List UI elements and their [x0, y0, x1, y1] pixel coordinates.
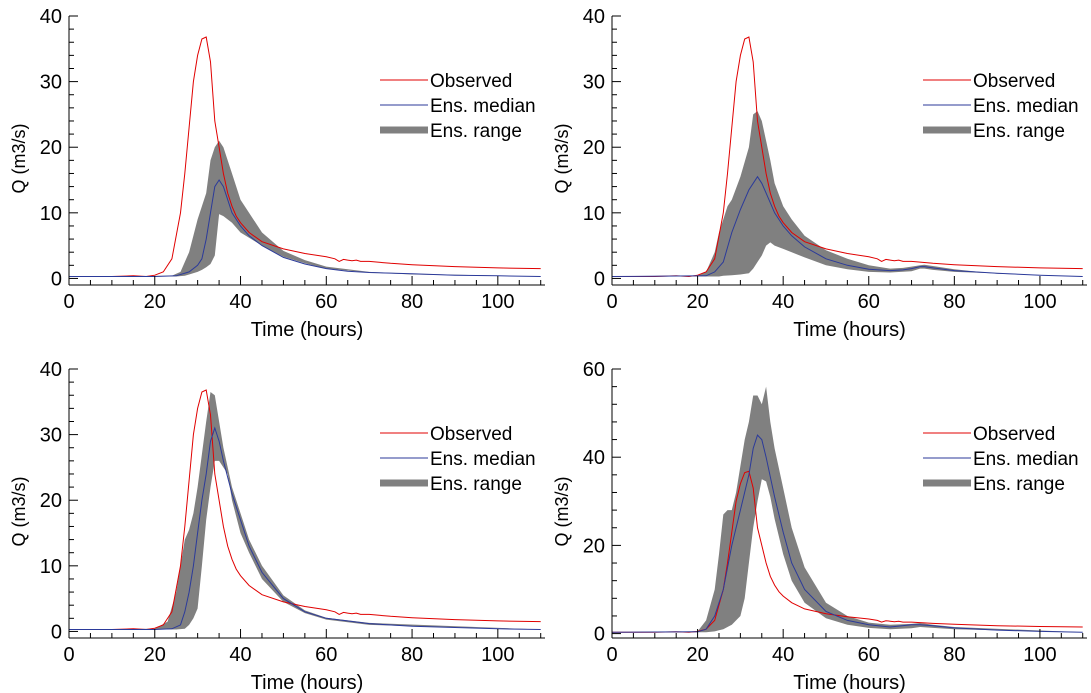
y-tick-label: 40 [40, 359, 62, 381]
y-tick-label: 40 [583, 6, 605, 28]
y-tick-label: 0 [51, 268, 62, 290]
legend-range-label: Ens. range [973, 121, 1065, 142]
legend-observed-label: Observed [973, 71, 1055, 92]
y-tick-label: 0 [594, 268, 605, 290]
y-tick-label: 10 [583, 203, 605, 225]
ensemble-range-band [612, 111, 1083, 277]
observed-line [612, 470, 1083, 633]
x-tick-label: 40 [772, 291, 794, 313]
legend-observed-label: Observed [973, 424, 1055, 445]
x-tick-label: 0 [63, 291, 74, 313]
x-tick-label: 100 [481, 644, 514, 666]
x-tick-label: 60 [858, 644, 880, 666]
y-tick-label: 0 [51, 621, 62, 643]
y-tick-label: 40 [40, 6, 62, 28]
x-tick-label: 60 [315, 291, 337, 313]
legend-observed-label: Observed [430, 424, 512, 445]
x-axis-label: Time (hours) [251, 319, 364, 341]
legend-range-label: Ens. range [430, 121, 522, 142]
x-tick-label: 100 [481, 291, 514, 313]
x-tick-label: 20 [686, 291, 708, 313]
x-tick-label: 80 [943, 291, 965, 313]
panel-4: 0 20 40 60 80 100 0 20 40 60 Time (hours) Q (m3/s) O… [552, 359, 1087, 693]
x-tick-label: 60 [858, 291, 880, 313]
y-tick-label: 20 [40, 490, 62, 512]
legend-observed-label: Observed [430, 71, 512, 92]
x-tick-label: 40 [229, 291, 251, 313]
ensemble-range-band [612, 386, 1083, 633]
x-tick-label: 100 [1023, 291, 1056, 313]
y-tick-label: 20 [40, 137, 62, 159]
ensemble-median-line [69, 426, 541, 630]
legend-median-label: Ens. median [973, 96, 1079, 117]
x-tick-label: 100 [1023, 644, 1056, 666]
y-tick-label: 30 [40, 72, 62, 94]
x-tick-label: 60 [315, 644, 337, 666]
x-tick-label: 80 [401, 291, 423, 313]
y-tick-label: 40 [583, 447, 605, 469]
x-tick-label: 20 [144, 644, 166, 666]
y-axis-label: Q (m3/s) [9, 124, 29, 194]
legend: Observed Ens. median Ens. range [380, 424, 536, 495]
x-axis-label: Time (hours) [793, 319, 906, 341]
legend-median-label: Ens. median [430, 449, 536, 470]
y-tick-label: 30 [40, 425, 62, 447]
y-tick-label: 0 [594, 624, 605, 646]
ensemble-median-line [69, 179, 541, 277]
x-axis-label: Time (hours) [793, 672, 906, 693]
ensemble-median-line [612, 434, 1083, 633]
x-tick-label: 0 [606, 291, 617, 313]
x-tick-label: 40 [229, 644, 251, 666]
observed-line [69, 36, 541, 278]
y-axis-label: Q (m3/s) [9, 477, 29, 547]
ensemble-range-band [69, 140, 541, 277]
x-tick-label: 0 [63, 644, 74, 666]
y-axis-label: Q (m3/s) [552, 124, 572, 194]
observed-line [69, 389, 541, 631]
x-tick-label: 80 [401, 644, 423, 666]
y-tick-label: 10 [40, 556, 62, 578]
x-axis-label: Time (hours) [251, 672, 364, 693]
observed-line [612, 36, 1083, 278]
x-tick-label: 40 [772, 644, 794, 666]
legend: Observed Ens. median Ens. range [923, 424, 1079, 495]
x-tick-label: 20 [144, 291, 166, 313]
legend-range-label: Ens. range [973, 474, 1065, 495]
y-tick-label: 20 [583, 535, 605, 557]
x-tick-label: 80 [943, 644, 965, 666]
y-tick-label: 30 [583, 72, 605, 94]
y-axis-label: Q (m3/s) [552, 477, 572, 547]
y-tick-label: 60 [583, 359, 605, 381]
legend-median-label: Ens. median [973, 449, 1079, 470]
y-tick-label: 10 [40, 203, 62, 225]
ensemble-range-band [69, 392, 541, 630]
panel-2: 0 20 40 60 80 100 0 10 20 30 40 Time (hours) Q (m3/s… [552, 6, 1087, 341]
x-tick-label: 0 [606, 644, 617, 666]
ensemble-median-line [612, 175, 1083, 277]
legend: Observed Ens. median Ens. range [380, 71, 536, 142]
legend-range-label: Ens. range [430, 474, 522, 495]
legend-median-label: Ens. median [430, 96, 536, 117]
y-tick-label: 20 [583, 137, 605, 159]
legend: Observed Ens. median Ens. range [923, 71, 1079, 142]
x-tick-label: 20 [686, 644, 708, 666]
